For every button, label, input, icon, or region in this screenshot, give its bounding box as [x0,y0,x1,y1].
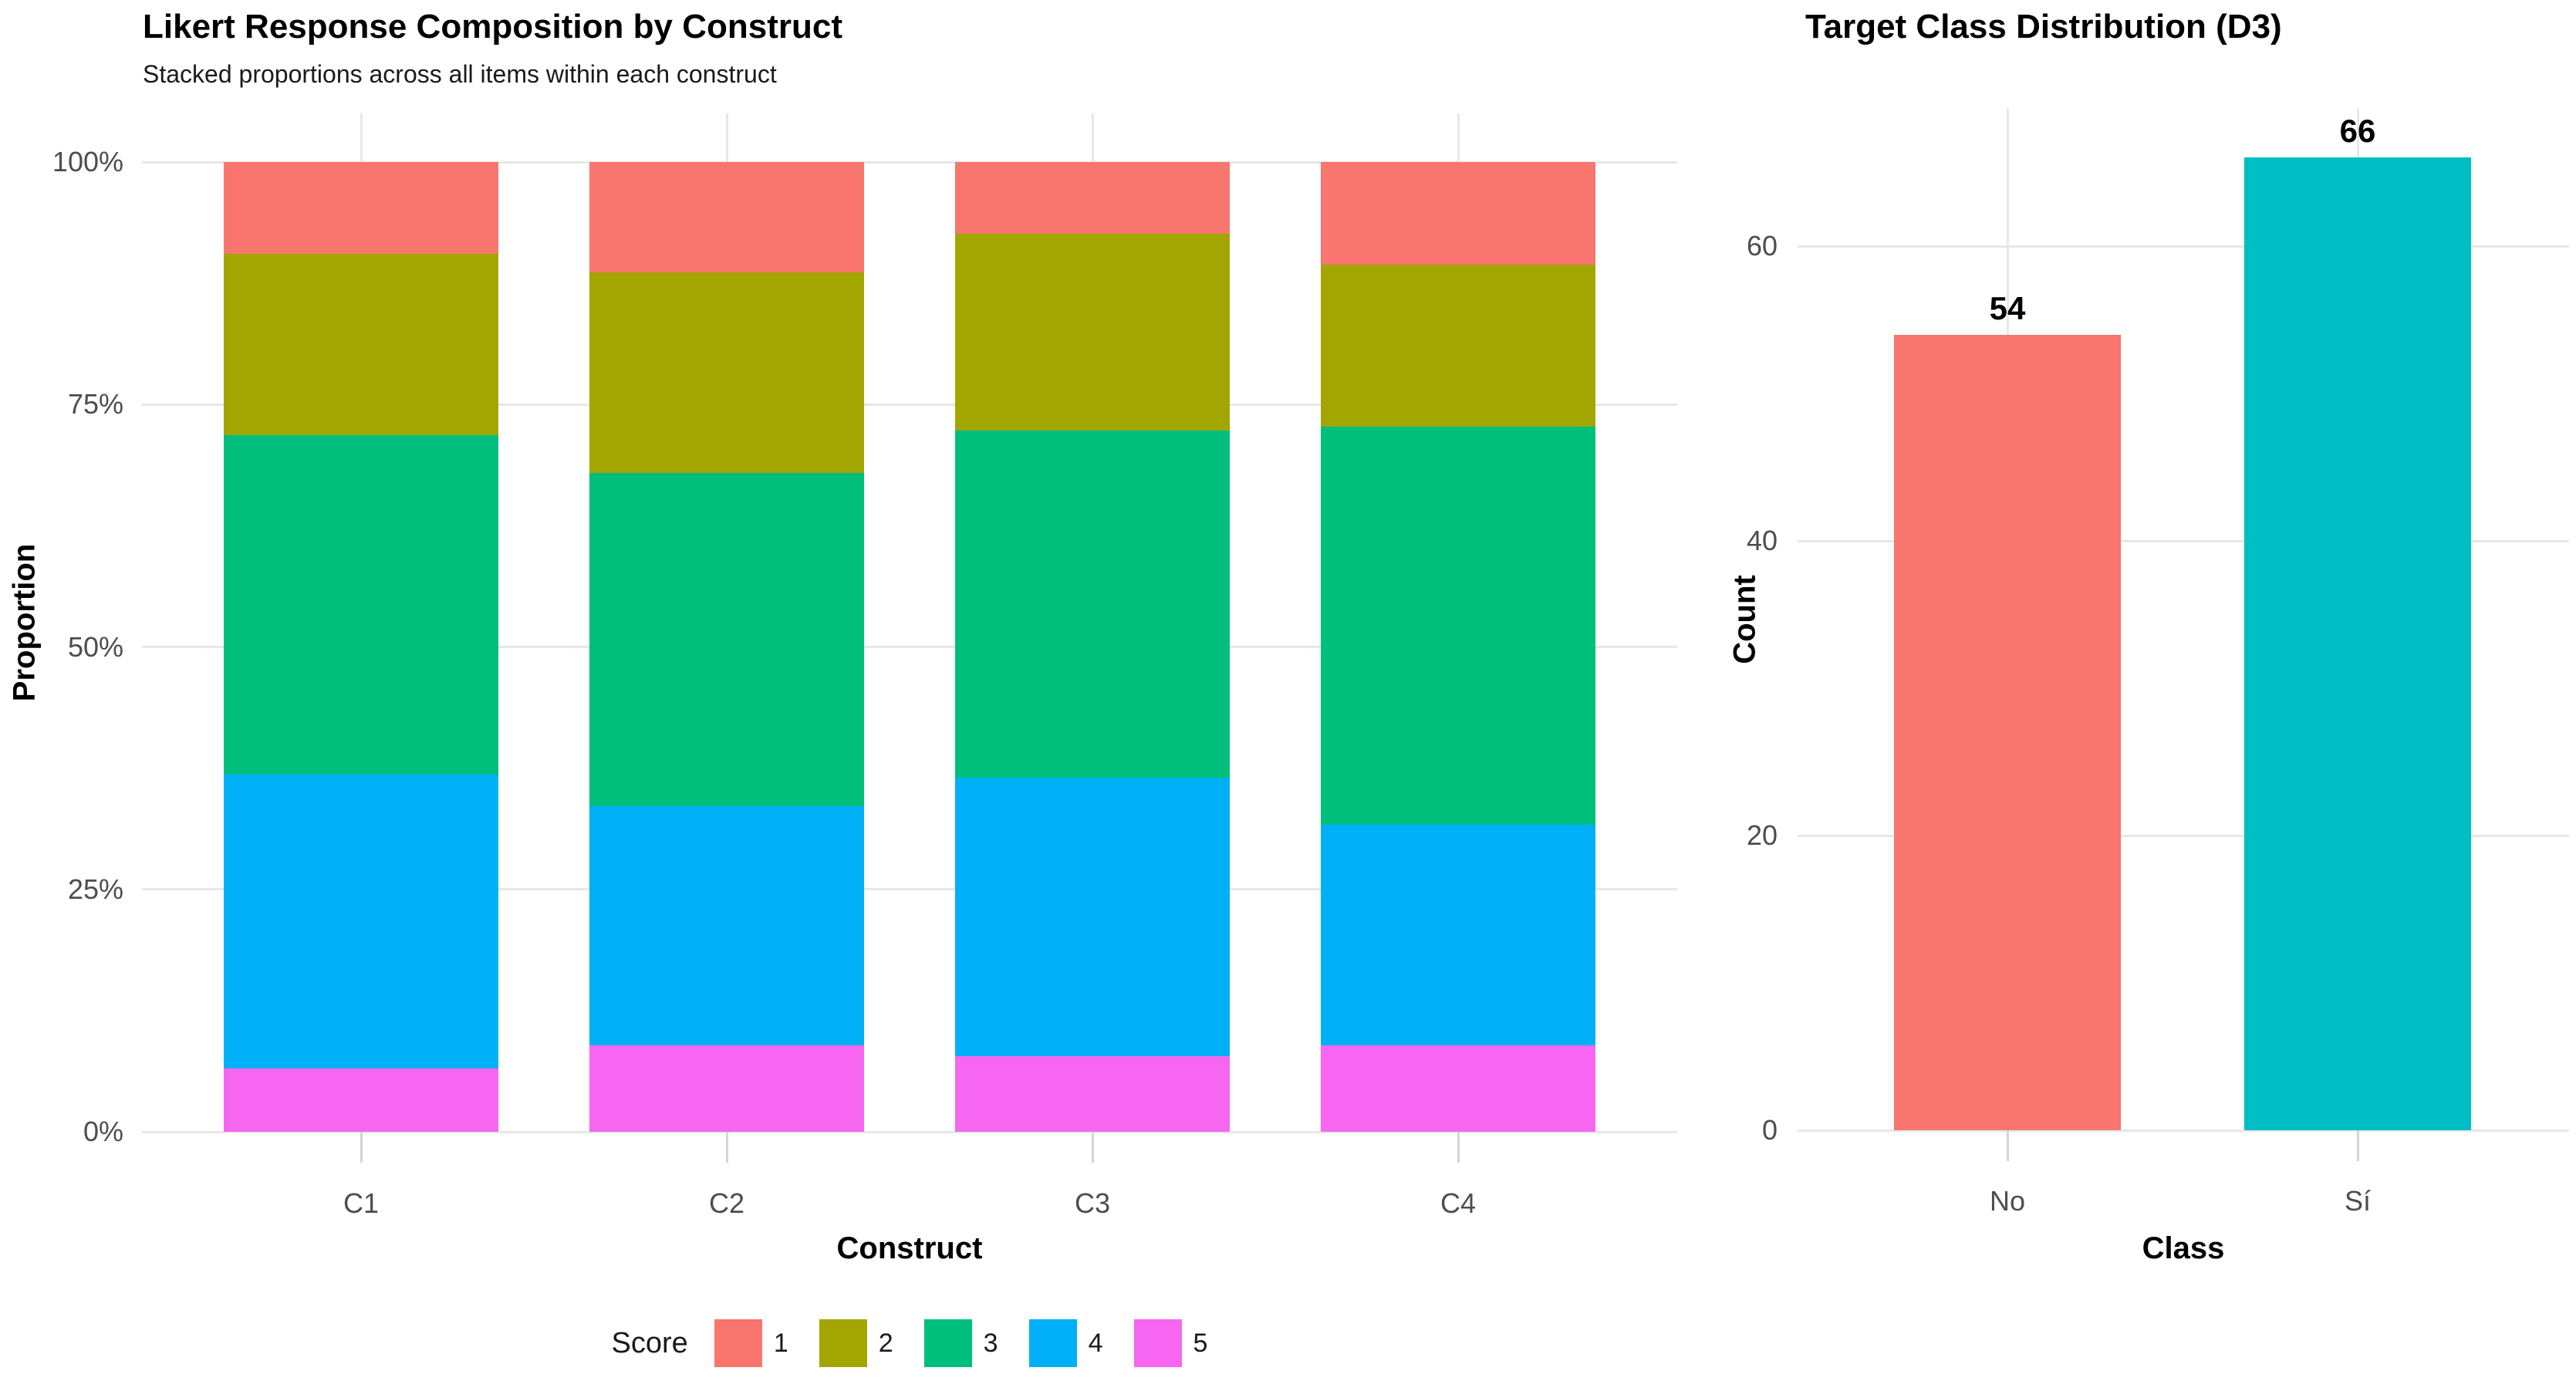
legend-swatch-score-1 [714,1319,762,1367]
left-x-axis-title: Construct [836,1231,983,1265]
bar-segment-c2-score4 [589,805,864,1046]
bar-segment-c4-score4 [1321,824,1595,1046]
y-tick-label: 50% [67,630,123,663]
y-tick-label: 0 [1761,1114,1778,1146]
bar-segment-c3-score3 [955,431,1230,778]
bar-no [1894,334,2121,1130]
bar-value-label: 66 [2339,113,2376,150]
bar-segment-c1-score4 [224,775,498,1069]
bar-segment-c4-score3 [1321,427,1595,825]
y-grid-line [1798,834,2569,837]
y-grid-line [1798,1129,2569,1132]
left-chart-title: Likert Response Composition by Construct [143,8,842,46]
bar-segment-c1-score2 [224,254,498,436]
x-tick-mark [360,1132,363,1163]
bar-segment-c3-score5 [955,1055,1230,1132]
bar-segment-c2-score1 [589,162,864,273]
score-legend: Score 1 2 3 4 5 [142,1318,1677,1369]
x-tick-label: C1 [343,1187,380,1219]
legend-item-score-4: 4 [1028,1319,1103,1367]
x-tick-mark [725,1132,728,1163]
y-grid-line [142,160,1677,164]
legend-item-score-3: 3 [923,1319,998,1367]
x-tick-label: Sí [2344,1185,2371,1217]
y-tick-label: 60 [1746,230,1778,262]
legend-item-label: 3 [983,1328,998,1358]
legend-item-label: 1 [773,1328,788,1358]
legend-swatch-score-2 [819,1319,867,1367]
bar-segment-c3-score1 [955,162,1230,235]
legend-item-label: 4 [1088,1328,1103,1358]
y-tick-label: 100% [52,146,123,177]
y-tick-label: 40 [1746,525,1778,556]
legend-item-score-5: 5 [1133,1319,1208,1367]
bar-segment-c3-score2 [955,234,1230,431]
x-tick-label: No [1989,1185,2026,1217]
legend-swatch-score-4 [1028,1319,1077,1367]
y-grid-line [1798,245,2569,248]
y-grid-line [142,1130,1677,1133]
legend-item-score-2: 2 [819,1319,893,1367]
y-tick-label: 25% [67,873,123,905]
bar-segment-c2-score5 [589,1045,864,1132]
y-tick-label: 0% [83,1116,123,1147]
bar-segment-c1-score5 [224,1069,498,1132]
right-x-axis-title: Class [2142,1231,2225,1265]
bar-segment-c3-score4 [955,778,1230,1056]
right-y-axis-title: Count [1727,575,1762,664]
bar-segment-c2-score2 [589,272,864,474]
x-tick-mark [1457,1132,1460,1163]
x-tick-mark [2006,1130,2009,1161]
y-tick-label: 75% [67,388,123,420]
left-y-axis-title: Proportion [7,543,42,702]
legend-item-score-1: 1 [714,1319,788,1367]
legend-item-label: 5 [1193,1328,1208,1358]
x-tick-label: C4 [1440,1187,1477,1219]
right-chart-title: Target Class Distribution (D3) [1805,8,2282,46]
bar-segment-c1-score3 [224,435,498,775]
legend-title: Score [611,1326,688,1359]
y-grid-line [142,403,1677,406]
bar-segment-c1-score1 [224,162,498,255]
left-chart-subtitle: Stacked proportions across all items wit… [143,60,777,88]
bar-value-label: 54 [1989,289,2026,326]
y-grid-line [142,888,1677,891]
y-grid-line [1798,539,2569,542]
y-tick-label: 20 [1746,819,1778,851]
bar-segment-c4-score5 [1321,1045,1595,1132]
legend-swatch-score-3 [923,1319,972,1367]
bar-sí [2244,157,2471,1130]
x-tick-label: C2 [708,1187,745,1219]
x-tick-label: C3 [1074,1187,1111,1219]
x-tick-mark [2356,1130,2359,1161]
bar-segment-c4-score1 [1321,162,1595,265]
x-tick-mark [1091,1132,1094,1163]
legend-item-label: 2 [878,1328,893,1358]
bar-segment-c4-score2 [1321,265,1595,427]
legend-swatch-score-5 [1133,1319,1182,1367]
bar-segment-c2-score3 [589,473,864,806]
y-grid-line [142,646,1677,648]
